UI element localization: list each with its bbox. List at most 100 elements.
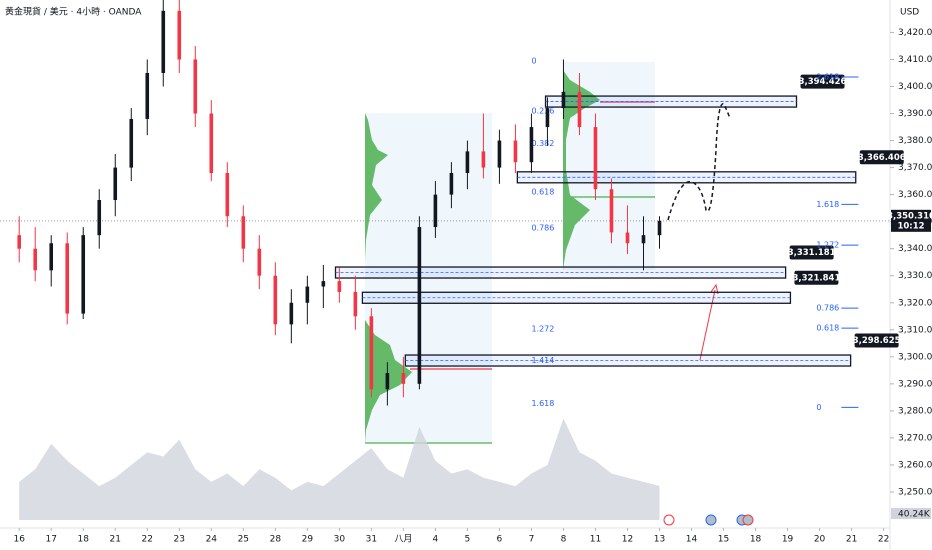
x-tick-label: 24	[206, 535, 218, 545]
y-tick-label: 3,340.000	[898, 244, 932, 254]
fib-label: 0	[531, 57, 536, 66]
x-tick-label: 11	[590, 535, 601, 545]
candle-body	[17, 235, 22, 249]
x-tick-label: 29	[302, 535, 314, 545]
y-tick-label: 3,270.000	[898, 433, 932, 443]
candle-body	[545, 108, 550, 128]
candle-body	[257, 248, 262, 276]
candle-body	[593, 127, 598, 190]
x-tick-label: 八月	[394, 534, 412, 545]
fib-label: 0	[816, 403, 821, 412]
event-icon[interactable]	[663, 514, 675, 526]
price-tag	[854, 333, 899, 348]
candle-body	[465, 151, 470, 173]
projection-path	[667, 103, 731, 221]
event-icon[interactable]	[742, 514, 754, 526]
candle-body	[369, 316, 374, 390]
candle-body	[177, 10, 182, 60]
x-tick-label: 13	[654, 535, 665, 545]
y-tick-label: 3,400.000	[898, 82, 932, 92]
last-price-tag	[891, 209, 931, 232]
fib-label: 0.618	[816, 324, 839, 333]
y-tick-label: 3,370.000	[898, 163, 932, 173]
y-tick-label: 3,290.000	[898, 379, 932, 389]
x-tick-label: 19	[782, 535, 794, 545]
candle-body	[225, 173, 230, 217]
fib-label: 0.236	[531, 107, 554, 116]
x-tick-label: 5	[465, 535, 471, 545]
y-tick-label: 3,380.000	[898, 136, 932, 146]
price-tag	[800, 74, 845, 89]
candle-body	[497, 140, 502, 168]
x-tick-label: 21	[846, 535, 857, 545]
candle-body	[401, 373, 406, 384]
price-tag	[859, 150, 904, 165]
price-tag	[789, 245, 834, 260]
candle-body	[49, 243, 54, 271]
y-tick-label: 3,360.000	[898, 190, 932, 200]
y-tick-label: 3,410.000	[898, 55, 932, 65]
fib-label: 0.786	[531, 224, 554, 233]
candle-body	[65, 243, 70, 314]
last-price-label: 3,350.310	[887, 211, 932, 221]
countdown: 10:12	[897, 221, 924, 231]
candle-body	[305, 286, 310, 303]
fib-label: 1.618	[531, 399, 554, 408]
x-tick-label: 4	[433, 535, 439, 545]
x-tick-label: 28	[270, 535, 282, 545]
x-tick-label: 18	[78, 535, 90, 545]
candle-body	[241, 216, 246, 249]
price-tag-label: 3,366.406	[858, 153, 906, 163]
candle-body	[33, 248, 38, 271]
currency: USD	[900, 8, 919, 18]
x-tick-label: 22	[878, 535, 889, 545]
x-tick-label: 15	[718, 535, 729, 545]
x-tick-label: 8	[561, 535, 567, 545]
price-tag	[794, 270, 839, 285]
fib-label: 1.618	[816, 200, 839, 209]
y-tick-label: 3,250.000	[898, 487, 932, 497]
candle-body	[273, 275, 278, 325]
fib-label: 0.382	[531, 139, 554, 148]
candle-body	[145, 72, 150, 119]
y-tick-label: 3,300.000	[898, 352, 932, 362]
candle-body	[609, 189, 614, 233]
price-tag-label: 3,331.181	[788, 248, 836, 258]
x-tick-label: 7	[529, 535, 535, 545]
x-tick-label: 12	[622, 535, 633, 545]
price-tag-label: 3,321.841	[793, 273, 841, 283]
y-tick-label: 3,420.000	[898, 28, 932, 38]
y-tick-label: 3,320.000	[898, 298, 932, 308]
fib-label: 1.414	[531, 356, 554, 365]
x-tick-label: 14	[686, 535, 698, 545]
x-tick-label: 17	[45, 535, 56, 545]
volume-label: 40.24K	[898, 510, 931, 520]
candle-body	[353, 291, 358, 317]
candle-body	[641, 235, 646, 244]
candle-body	[625, 232, 630, 244]
y-tick-label: 3,310.000	[898, 325, 932, 335]
candle-body	[113, 167, 118, 201]
candle-body	[385, 373, 390, 390]
candle-body	[529, 127, 534, 163]
candle-body	[209, 113, 214, 173]
candle-body	[417, 227, 422, 384]
candle-body	[161, 10, 166, 73]
candle-body	[577, 91, 582, 128]
volume-profile	[563, 70, 600, 270]
candle-body	[129, 118, 134, 168]
y-tick-label: 3,330.000	[898, 271, 932, 281]
candle-body	[657, 220, 662, 236]
x-tick-label: 21	[110, 535, 121, 545]
candle-body	[321, 281, 326, 287]
fib-label: 1.272	[816, 241, 839, 250]
volume-profile	[365, 113, 388, 260]
volume-tag	[891, 508, 931, 519]
candle-body	[513, 140, 518, 163]
fib-label: 2.618	[816, 73, 839, 82]
candle-body	[433, 194, 438, 228]
x-tick-label: 30	[334, 535, 346, 545]
x-tick-label: 31	[366, 535, 377, 545]
event-icon[interactable]	[705, 514, 717, 526]
